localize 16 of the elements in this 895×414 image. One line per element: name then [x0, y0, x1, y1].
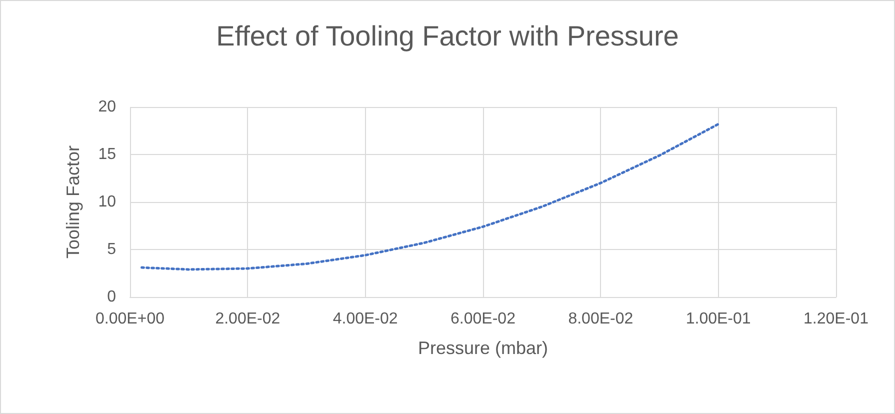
- y-tick-label: 20: [98, 98, 116, 116]
- line-series: [140, 122, 720, 271]
- x-tick-label: 4.00E-02: [332, 310, 398, 328]
- y-axis-title: Tooling Factor: [63, 145, 83, 259]
- x-tick-label: 8.00E-02: [568, 310, 634, 328]
- y-tick-label: 15: [98, 146, 116, 163]
- chart-title: Effect of Tooling Factor with Pressure: [216, 20, 679, 52]
- x-tick-label: 1.20E-01: [804, 310, 869, 328]
- x-tick-label: 6.00E-02: [450, 310, 516, 328]
- y-tick-label: 0: [107, 288, 116, 306]
- y-tick-label: 10: [98, 194, 116, 210]
- y-tick-label: 5: [107, 241, 116, 258]
- x-tick-label: 0.00E+00: [96, 310, 165, 328]
- x-tick-label: 1.00E-01: [686, 310, 751, 328]
- x-tick-label: 2.00E-02: [215, 310, 280, 328]
- x-axis-title: Pressure (mbar): [418, 338, 548, 358]
